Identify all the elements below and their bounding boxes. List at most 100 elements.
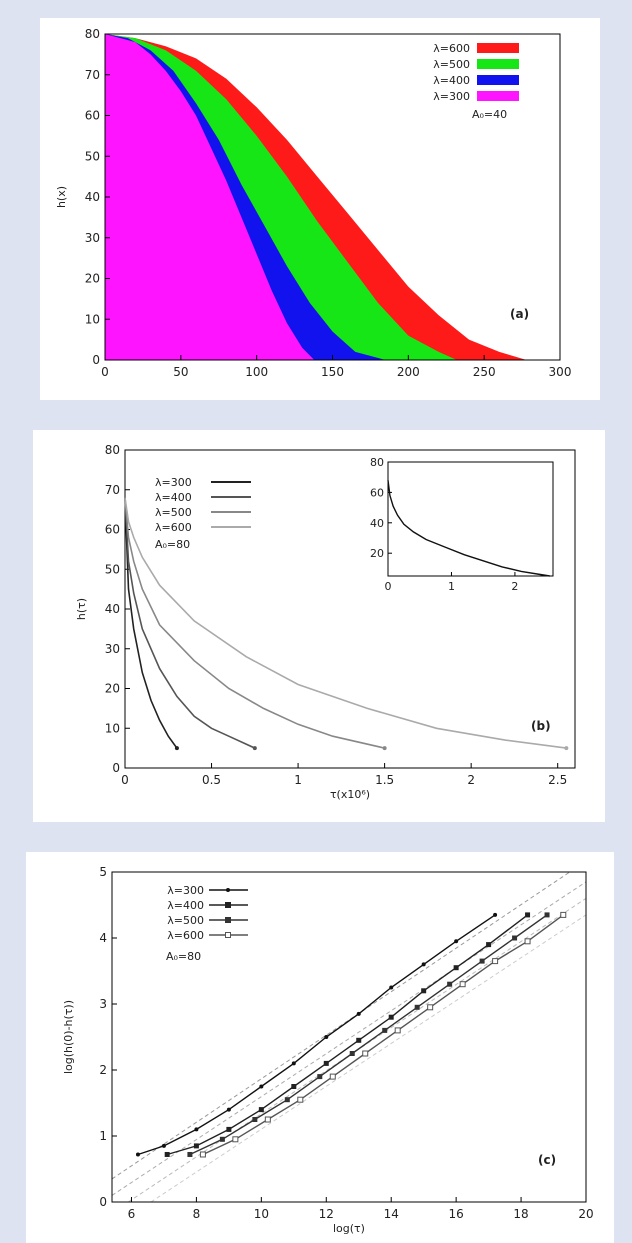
param-label: A₀=80 — [155, 538, 190, 551]
curve-λ=300 — [124, 497, 178, 749]
x-tick-label: 1 — [294, 773, 302, 787]
curve-end-point — [564, 746, 569, 751]
y-tick-label: 80 — [105, 443, 120, 457]
data-point — [525, 912, 531, 918]
legend-marker — [226, 888, 230, 892]
y-tick-label: 0 — [112, 761, 120, 775]
data-point — [252, 1117, 258, 1122]
data-point — [362, 1050, 369, 1057]
y-tick-label: 60 — [105, 523, 120, 537]
x-tick-label: 0 — [101, 365, 109, 379]
y-tick-label: 30 — [85, 231, 100, 245]
legend-label: λ=500 — [167, 914, 204, 927]
legend-swatch — [477, 75, 519, 85]
data-point — [264, 1116, 271, 1123]
legend-label: λ=500 — [155, 506, 192, 519]
chart-panel-b: 0 0.5 1 1.5 2 2.5 0 10 20 30 40 50 60 70 80 τ(x10⁶) h(τ)… — [33, 430, 605, 822]
x-tick-label: 18 — [513, 1207, 528, 1221]
series-line-λ=400 — [167, 914, 529, 1156]
y-tick-label: 5 — [99, 865, 107, 879]
fit-line — [112, 872, 571, 1180]
data-point — [560, 911, 567, 918]
y-tick-label: 3 — [99, 997, 107, 1011]
legend-label: λ=600 — [155, 521, 192, 534]
legend-label: λ=400 — [155, 491, 192, 504]
x-tick-label: 0 — [121, 773, 129, 787]
legend-label: λ=400 — [433, 74, 470, 87]
data-point — [394, 1027, 401, 1034]
legend-label: λ=300 — [167, 884, 204, 897]
inset-x-tick-label: 1 — [448, 580, 455, 593]
param-label: A₀=40 — [472, 108, 507, 121]
data-point — [388, 1014, 394, 1020]
legend-swatch — [477, 59, 519, 69]
legend-label: λ=500 — [433, 58, 470, 71]
inset-x-tick-label: 2 — [511, 580, 518, 593]
fit-line — [150, 914, 586, 1202]
area-λ=300 — [105, 34, 315, 360]
y-tick-label: 50 — [85, 149, 100, 163]
x-tick-label: 200 — [397, 365, 420, 379]
data-point — [187, 1151, 193, 1157]
data-point — [258, 1107, 264, 1113]
fit-line — [112, 881, 586, 1196]
x-tick-label: 6 — [128, 1207, 136, 1221]
data-point — [486, 942, 492, 948]
curve-end-point — [252, 746, 257, 751]
data-point — [324, 1035, 329, 1039]
series-line-λ=300 — [137, 914, 496, 1156]
x-axis-label: log(τ) — [333, 1222, 365, 1235]
legend-swatch — [477, 91, 519, 101]
data-point — [219, 1136, 225, 1142]
inset-y-tick-label: 20 — [370, 547, 384, 560]
panel-label: (a) — [510, 307, 529, 321]
y-tick-label: 50 — [105, 562, 120, 576]
chart-c-svg: 6 8 10 12 14 16 18 20012345log(τ)log(h(0)-h(τ))… — [62, 865, 594, 1235]
inset-x-tick-label: 0 — [385, 580, 392, 593]
panel-label: (b) — [531, 719, 551, 733]
x-tick-label: 2 — [467, 773, 475, 787]
series-line-λ=600 — [202, 914, 564, 1156]
chart-b-svg: 0 0.5 1 1.5 2 2.501020304050607080τ(x10⁶)h(τ)… — [75, 443, 576, 801]
x-tick-label: 50 — [173, 365, 188, 379]
data-point — [479, 958, 485, 964]
x-tick-label: 12 — [319, 1207, 334, 1221]
data-point — [524, 938, 531, 945]
data-point — [389, 985, 394, 990]
y-tick-label: 10 — [105, 721, 120, 735]
y-axis-label: h(x) — [55, 186, 68, 208]
y-tick-label: 4 — [99, 931, 107, 945]
data-point — [161, 1143, 166, 1148]
chart-panel-c: 6 8 10 12 14 16 18 20 0 1 2 3 4 5 log(τ) log(h(0)-h(τ))… — [26, 852, 614, 1243]
plot-frame — [111, 871, 587, 1203]
data-point — [323, 1060, 329, 1066]
legend-label: λ=600 — [433, 42, 470, 55]
x-tick-label: 16 — [448, 1207, 463, 1221]
y-tick-label: 80 — [85, 27, 100, 41]
data-point — [194, 1127, 199, 1132]
legend-swatch — [477, 43, 519, 53]
curve-end-point — [174, 746, 179, 751]
x-tick-label: 0.5 — [202, 773, 221, 787]
legend-label: λ=400 — [167, 899, 204, 912]
y-axis-label: log(h(0)-h(τ)) — [62, 1000, 75, 1074]
x-tick-label: 250 — [473, 365, 496, 379]
y-tick-label: 40 — [105, 602, 120, 616]
legend-marker — [225, 932, 231, 938]
x-tick-label: 100 — [245, 365, 268, 379]
data-point — [291, 1084, 297, 1089]
param-label: A₀=80 — [166, 950, 201, 963]
data-point — [459, 981, 466, 988]
inset-y-tick-label: 80 — [370, 456, 384, 469]
x-tick-label: 8 — [193, 1207, 201, 1221]
data-point — [199, 1151, 206, 1158]
legend-label: λ=600 — [167, 929, 204, 942]
legend-label: λ=300 — [433, 90, 470, 103]
legend-marker — [225, 917, 231, 923]
y-tick-label: 70 — [105, 483, 120, 497]
data-point — [492, 958, 499, 965]
y-tick-label: 40 — [85, 190, 100, 204]
curve-λ=500 — [124, 497, 385, 749]
data-point — [291, 1061, 296, 1066]
x-tick-label: 1.5 — [375, 773, 394, 787]
